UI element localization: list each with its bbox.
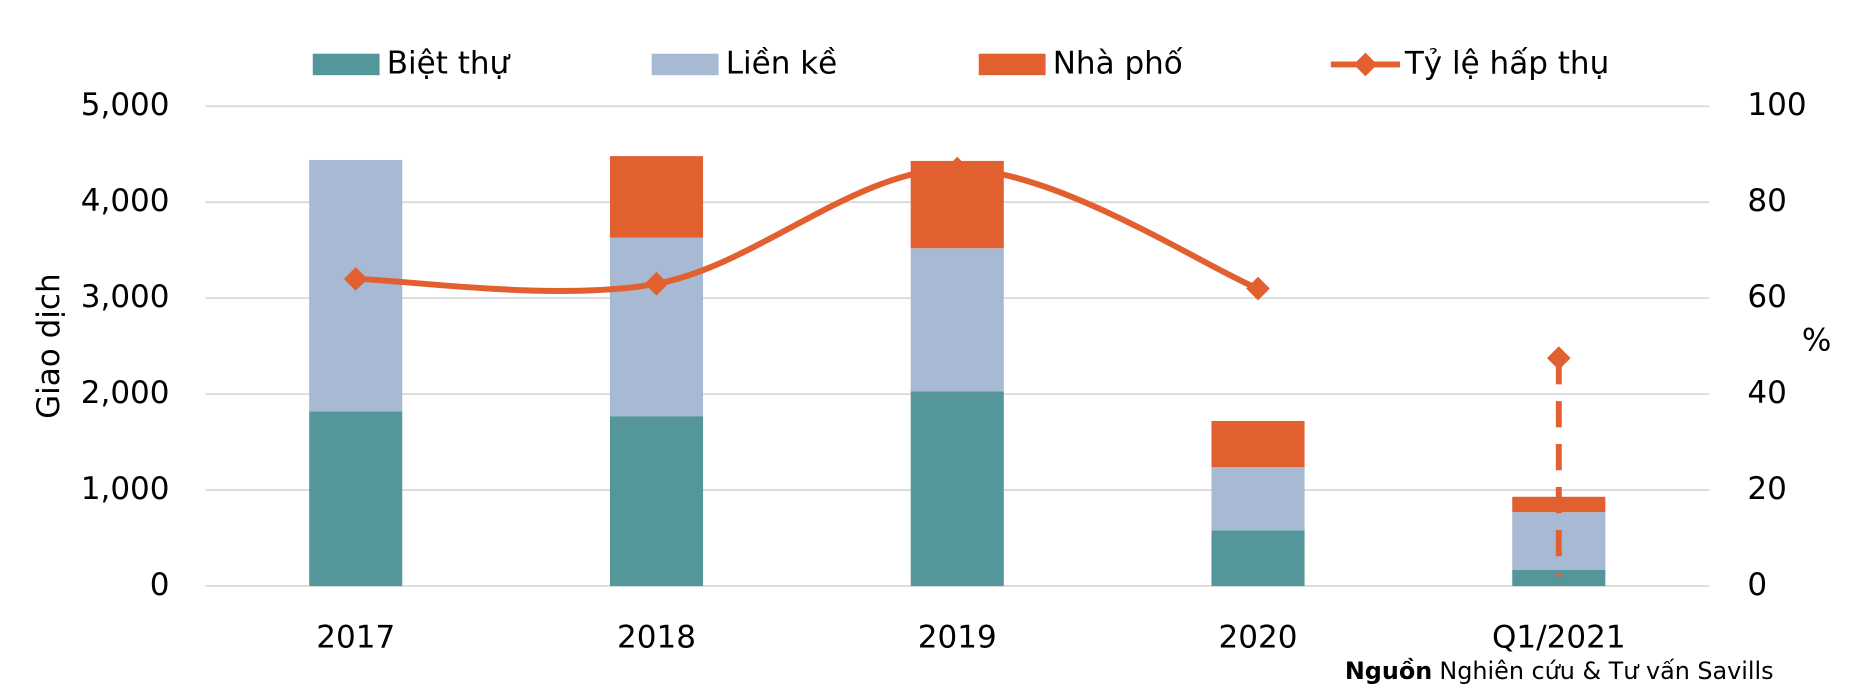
bar [1211, 420, 1305, 468]
line [355, 165, 1260, 294]
y2-tick-label: 20 [1747, 471, 1786, 507]
y2-tick-label: 80 [1747, 183, 1786, 219]
bar [609, 237, 704, 417]
y-tick-label: 4,000 [81, 183, 170, 219]
legend-label: Liền kề [726, 45, 838, 81]
line-marker [343, 267, 368, 291]
bar [910, 391, 1004, 587]
y2-tick-label: 60 [1747, 279, 1786, 315]
line-marker [1546, 346, 1571, 370]
x-tick-label: 2018 [617, 620, 696, 656]
legend-swatch [978, 53, 1046, 76]
x-tick-label: 2020 [1219, 620, 1298, 656]
bar [609, 416, 704, 587]
y-tick-label: 5,000 [81, 87, 170, 123]
legend-swatch [312, 53, 380, 76]
bar [609, 156, 704, 238]
bar [910, 248, 1004, 392]
source: Nguồn Nghiên cứu & Tư vấn Savills [1345, 656, 1774, 684]
y2-tick-label: 0 [1747, 567, 1767, 603]
legend-label: Tỷ lệ hấp thụ [1404, 45, 1609, 81]
line-marker [945, 156, 970, 181]
x-tick-label: 2017 [316, 620, 395, 656]
bar [1211, 467, 1305, 531]
source-label: Nguồn [1345, 656, 1432, 684]
y2-tick-label: 40 [1747, 375, 1786, 411]
legend-swatch [1353, 52, 1378, 77]
legend-label: Biệt thự [387, 45, 511, 81]
x-tick-label: 2019 [918, 620, 997, 656]
legend-label: Nhà phố [1053, 45, 1183, 81]
y-tick-label: 3,000 [81, 279, 170, 315]
y2-axis-label: % [1802, 322, 1831, 358]
y-axis-label: Giao dịch [31, 273, 67, 419]
bar [1512, 569, 1606, 587]
legend-swatch [651, 53, 719, 76]
source-text: Nghiên cứu & Tư vấn Savills [1439, 656, 1773, 684]
bar [1211, 530, 1305, 587]
y-tick-label: 0 [150, 567, 170, 603]
line-marker [1246, 276, 1270, 301]
y-tick-label: 2,000 [81, 375, 170, 411]
x-tick-label: Q1/2021 [1492, 620, 1626, 656]
y2-tick-label: 100 [1747, 87, 1806, 123]
y-tick-label: 1,000 [81, 471, 170, 507]
bar [309, 411, 403, 587]
